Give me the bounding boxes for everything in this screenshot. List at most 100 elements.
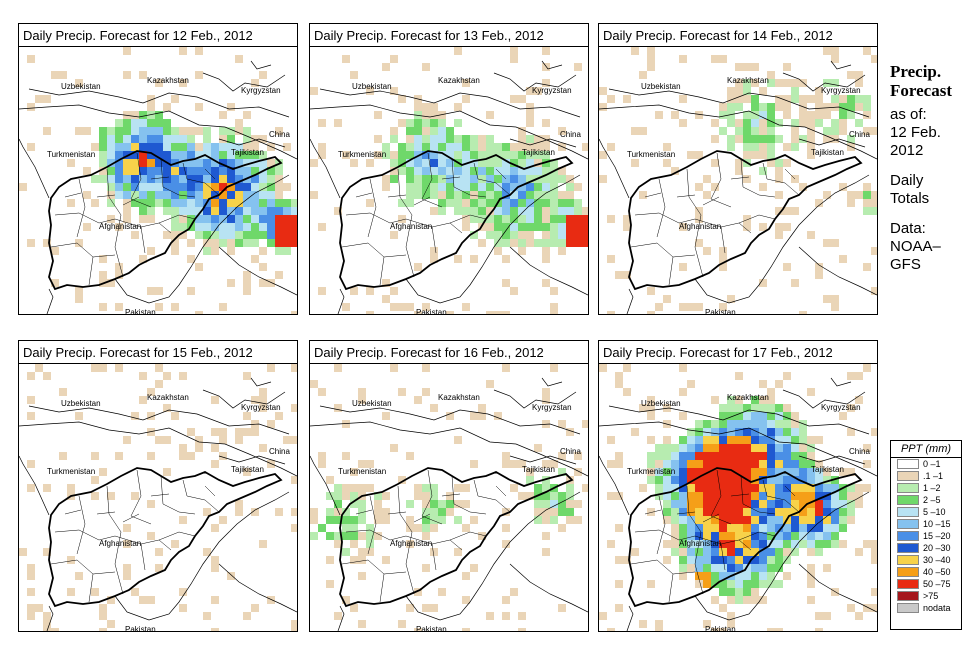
precip-cell [775, 508, 783, 516]
precip-cell [751, 516, 759, 524]
precip-cell [155, 119, 163, 127]
precip-cell [454, 484, 462, 492]
precip-cell [115, 151, 123, 159]
precip-cell [751, 468, 759, 476]
precip-cell [823, 516, 831, 524]
precip-cell [759, 428, 767, 436]
precip-cell [478, 412, 486, 420]
precip-cell [719, 628, 727, 631]
precip-cell [855, 95, 863, 103]
legend-label: nodata [923, 603, 951, 613]
precip-cell [438, 167, 446, 175]
precip-cell [518, 143, 526, 151]
precip-cell [310, 87, 318, 95]
precip-cell [799, 476, 807, 484]
precip-cell [518, 223, 526, 231]
precip-cell [398, 119, 406, 127]
precip-cell [582, 223, 588, 231]
precip-cell [783, 476, 791, 484]
precip-cell [783, 436, 791, 444]
precip-cell [558, 215, 566, 223]
precip-cell [310, 516, 318, 524]
precip-cell [518, 231, 526, 239]
precip-cell [751, 63, 759, 71]
precip-cell [807, 572, 815, 580]
precip-cell [647, 311, 655, 314]
precip-cell [51, 247, 59, 255]
precip-cell [607, 143, 615, 151]
precip-cell [815, 508, 823, 516]
precip-cell [855, 548, 863, 556]
precip-cell [743, 119, 751, 127]
precip-cell [767, 388, 775, 396]
precip-cell [446, 135, 454, 143]
precip-cell [767, 103, 775, 111]
precip-cell [703, 484, 711, 492]
precip-cell [663, 508, 671, 516]
precip-cell [171, 207, 179, 215]
precip-cell [743, 516, 751, 524]
precip-cell [75, 239, 83, 247]
precip-cell [462, 215, 470, 223]
precip-cell [195, 47, 203, 55]
precip-cell [767, 476, 775, 484]
precip-cell [542, 223, 550, 231]
province-boundary [495, 168, 507, 180]
precip-cell [767, 492, 775, 500]
precip-cell [51, 71, 59, 79]
precip-cell [679, 572, 687, 580]
precip-cell [743, 548, 751, 556]
precip-cell [155, 167, 163, 175]
precip-cell [275, 215, 283, 223]
precip-cell [107, 183, 115, 191]
precip-cell [671, 452, 679, 460]
province-boundary [140, 226, 146, 254]
precip-cell [350, 492, 358, 500]
precip-cell [131, 191, 139, 199]
precip-cell [574, 207, 582, 215]
precip-map: UzbekistanKazakhstanKyrgyzstanChinaTajik… [599, 364, 877, 631]
precip-cell [574, 516, 582, 524]
legend-label: 40 –50 [923, 567, 951, 577]
province-boundary [449, 214, 487, 224]
precip-cell [687, 524, 695, 532]
precip-cell [799, 135, 807, 143]
asof-date-1: 12 Feb. [890, 124, 941, 141]
precip-cell [131, 143, 139, 151]
legend-label: 20 –30 [923, 543, 951, 553]
country-border [319, 405, 581, 435]
precip-cell [430, 151, 438, 159]
precip-cell [454, 103, 462, 111]
precip-cell [791, 143, 799, 151]
precip-cell [767, 79, 775, 87]
precip-cell [855, 191, 863, 199]
precip-cell [358, 484, 366, 492]
legend-swatch [897, 519, 919, 529]
precip-cell [131, 119, 139, 127]
precip-cell [131, 167, 139, 175]
legend-label: 10 –15 [923, 519, 951, 529]
precip-cell [751, 404, 759, 412]
precip-cell [775, 95, 783, 103]
precip-cell [123, 215, 131, 223]
precip-cell [99, 167, 107, 175]
precip-cell [518, 239, 526, 247]
precip-cell [727, 103, 735, 111]
precip-cell [751, 127, 759, 135]
precip-cell [767, 127, 775, 135]
precip-cell [855, 396, 863, 404]
precip-cell [534, 135, 542, 143]
precip-cell [863, 263, 871, 271]
province-boundary [76, 495, 86, 555]
precip-cell [655, 111, 663, 119]
precip-cell [414, 311, 422, 314]
precip-cell [446, 311, 454, 314]
precip-cell [318, 287, 326, 295]
precip-cell [163, 151, 171, 159]
precip-cell [147, 167, 155, 175]
precip-cell [727, 468, 735, 476]
precip-cell [711, 564, 719, 572]
precip-cell [510, 207, 518, 215]
precip-cell [91, 476, 99, 484]
precip-cell [711, 548, 719, 556]
